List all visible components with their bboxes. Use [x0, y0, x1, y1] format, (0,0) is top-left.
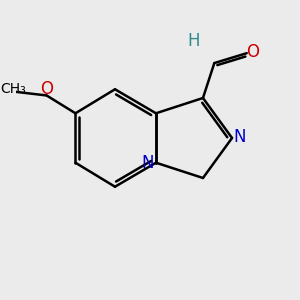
Text: N: N	[142, 154, 154, 172]
Text: H: H	[188, 32, 200, 50]
Text: O: O	[40, 80, 53, 98]
Text: CH₃: CH₃	[0, 82, 26, 96]
Text: O: O	[246, 43, 259, 61]
Text: N: N	[234, 128, 246, 146]
